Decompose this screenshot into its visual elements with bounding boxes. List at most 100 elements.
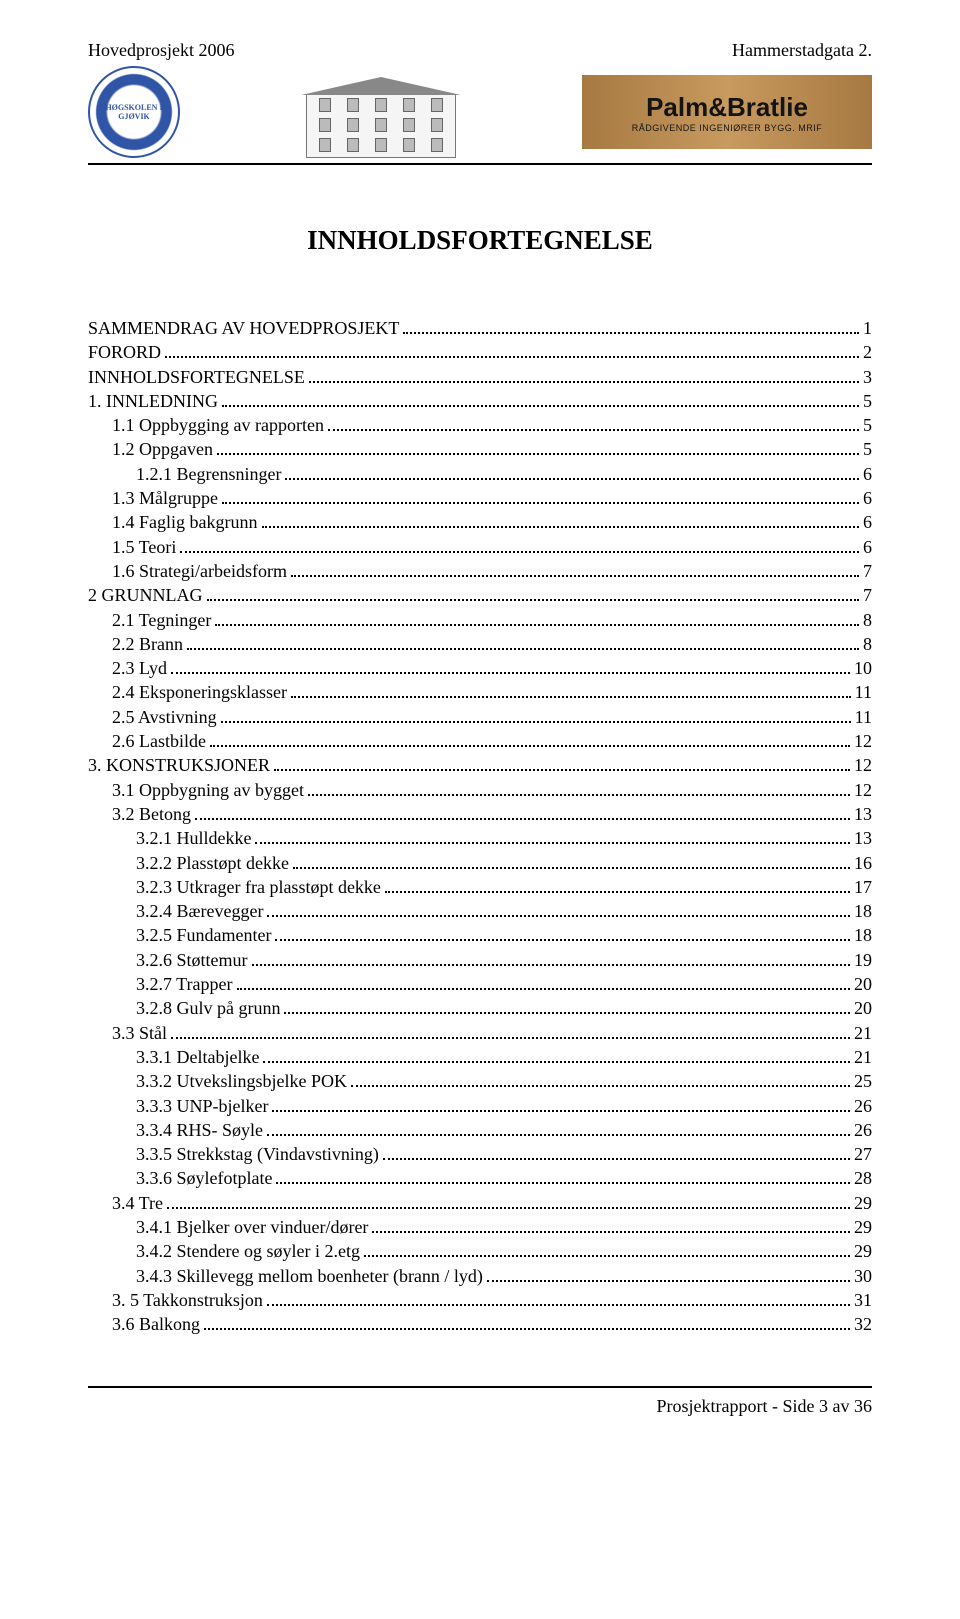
toc-entry: 3.3.3 UNP-bjelker26 — [88, 1094, 872, 1118]
toc-entry-label: 3.3.2 Utvekslingsbjelke POK — [136, 1069, 347, 1093]
toc-leader-dots — [293, 856, 850, 869]
toc-entry: SAMMENDRAG AV HOVEDPROSJEKT1 — [88, 316, 872, 340]
toc-entry: 3.3.2 Utvekslingsbjelke POK 25 — [88, 1069, 872, 1093]
toc-entry-label: FORORD — [88, 340, 161, 364]
toc-entry: 2 GRUNNLAG7 — [88, 583, 872, 607]
toc-entry: 3.4 Tre 29 — [88, 1191, 872, 1215]
toc-entry-page: 29 — [854, 1215, 872, 1239]
toc-leader-dots — [222, 394, 859, 407]
toc-entry-label: 3.2.3 Utkrager fra plasstøpt dekke — [136, 875, 381, 899]
toc-entry-page: 6 — [863, 535, 872, 559]
toc-entry-label: 3.2.1 Hulldekke — [136, 826, 251, 850]
toc-entry: 3.4.3 Skillevegg mellom boenheter (brann… — [88, 1264, 872, 1288]
toc-entry-page: 11 — [855, 705, 872, 729]
toc-entry: 3.2.8 Gulv på grunn 20 — [88, 996, 872, 1020]
toc-entry-page: 21 — [854, 1045, 872, 1069]
toc-entry: 3.3.5 Strekkstag (Vindavstivning) 27 — [88, 1142, 872, 1166]
toc-entry-page: 20 — [854, 996, 872, 1020]
toc-entry: 3.4.2 Stendere og søyler i 2.etg29 — [88, 1239, 872, 1263]
toc-entry-label: SAMMENDRAG AV HOVEDPROSJEKT — [88, 316, 399, 340]
toc-leader-dots — [217, 443, 859, 456]
toc-entry-page: 27 — [854, 1142, 872, 1166]
toc-entry-page: 29 — [854, 1191, 872, 1215]
toc-entry: 3.2.7 Trapper20 — [88, 972, 872, 996]
toc-entry-page: 6 — [863, 486, 872, 510]
toc-entry: 2.3 Lyd10 — [88, 656, 872, 680]
toc-entry: 1.2.1 Begrensninger6 — [88, 462, 872, 486]
toc-entry-page: 8 — [863, 632, 872, 656]
toc-entry-page: 17 — [854, 875, 872, 899]
college-logo-text: HØGSKOLEN I GJØVIK — [90, 103, 178, 121]
toc-entry: 1.3 Målgruppe6 — [88, 486, 872, 510]
page-title: INNHOLDSFORTEGNELSE — [88, 225, 872, 256]
toc-entry-label: 2.6 Lastbilde — [112, 729, 206, 753]
toc-entry-label: 3.3.5 Strekkstag (Vindavstivning) — [136, 1142, 379, 1166]
toc-entry-label: 3.1 Oppbygning av bygget — [112, 778, 304, 802]
toc-entry-label: 2.4 Eksponeringsklasser — [112, 680, 287, 704]
toc-leader-dots — [215, 613, 859, 626]
toc-entry-page: 25 — [854, 1069, 872, 1093]
toc-entry-label: 3.2.8 Gulv på grunn — [136, 996, 280, 1020]
toc-leader-dots — [285, 467, 859, 480]
toc-entry-page: 32 — [854, 1312, 872, 1336]
toc-entry-label: 3.4 Tre — [112, 1191, 163, 1215]
toc-leader-dots — [210, 734, 850, 747]
toc-entry-label: 3.3.4 RHS- Søyle — [136, 1118, 263, 1142]
toc-entry-page: 7 — [863, 583, 872, 607]
toc-leader-dots — [204, 1318, 850, 1331]
toc-entry-label: 3.3.6 Søylefotplate — [136, 1166, 272, 1190]
toc-entry-label: 3.2.2 Plasstøpt dekke — [136, 851, 289, 875]
logo-row: HØGSKOLEN I GJØVIK Palm&Bratlie RÅDGIVEN… — [88, 65, 872, 159]
toc-entry: 2.6 Lastbilde12 — [88, 729, 872, 753]
toc-entry-page: 11 — [855, 680, 872, 704]
toc-leader-dots — [187, 637, 859, 650]
toc-entry-page: 2 — [863, 340, 872, 364]
header-left: Hovedprosjekt 2006 — [88, 40, 234, 61]
toc-leader-dots — [308, 783, 850, 796]
header-divider — [88, 163, 872, 165]
toc-entry-label: 3.4.3 Skillevegg mellom boenheter (brann… — [136, 1264, 483, 1288]
toc-entry: 3.4.1 Bjelker over vinduer/dører29 — [88, 1215, 872, 1239]
toc-leader-dots — [221, 710, 851, 723]
toc-leader-dots — [252, 953, 851, 966]
toc-entry-label: 3. KONSTRUKSJONER — [88, 753, 270, 777]
toc-entry: 3.3.4 RHS- Søyle26 — [88, 1118, 872, 1142]
toc-entry-page: 5 — [863, 389, 872, 413]
page-footer: Prosjektrapport - Side 3 av 36 — [88, 1386, 872, 1417]
company-logo-sub: RÅDGIVENDE INGENIØRER BYGG. MRIF — [632, 123, 823, 133]
toc-entry-page: 26 — [854, 1094, 872, 1118]
toc-entry: 3.2.1 Hulldekke13 — [88, 826, 872, 850]
toc-entry-page: 28 — [854, 1166, 872, 1190]
toc-entry-label: 3.2.5 Fundamenter — [136, 923, 271, 947]
toc-leader-dots — [364, 1245, 850, 1258]
toc-entry-page: 29 — [854, 1239, 872, 1263]
toc-entry: 1.2 Oppgaven5 — [88, 437, 872, 461]
toc-leader-dots — [165, 346, 859, 359]
toc-entry-page: 13 — [854, 802, 872, 826]
toc-entry: 3.1 Oppbygning av bygget12 — [88, 778, 872, 802]
toc-entry: 1.5 Teori6 — [88, 535, 872, 559]
toc-entry-page: 7 — [863, 559, 872, 583]
toc-entry-page: 19 — [854, 948, 872, 972]
toc-leader-dots — [255, 832, 850, 845]
toc-entry: 3.3.6 Søylefotplate 28 — [88, 1166, 872, 1190]
toc-entry-label: 3.6 Balkong — [112, 1312, 200, 1336]
footer-divider — [88, 1386, 872, 1388]
toc-entry-label: 1.4 Faglig bakgrunn — [112, 510, 258, 534]
toc-leader-dots — [291, 564, 859, 577]
toc-leader-dots — [291, 686, 851, 699]
header-right: Hammerstadgata 2. — [732, 40, 872, 61]
footer-text: Prosjektrapport - Side 3 av 36 — [88, 1396, 872, 1417]
toc-entry: 1.1 Oppbygging av rapporten5 — [88, 413, 872, 437]
toc-entry: 1. INNLEDNING5 — [88, 389, 872, 413]
toc-leader-dots — [267, 1293, 850, 1306]
toc-entry-label: 1.6 Strategi/arbeidsform — [112, 559, 287, 583]
toc-entry-label: INNHOLDSFORTEGNELSE — [88, 365, 305, 389]
toc-entry-label: 1.2 Oppgaven — [112, 437, 213, 461]
toc-leader-dots — [328, 419, 859, 432]
table-of-contents: SAMMENDRAG AV HOVEDPROSJEKT1FORORD 2 INNHO… — [88, 316, 872, 1336]
college-logo: HØGSKOLEN I GJØVIK — [88, 66, 180, 158]
toc-entry: 3.6 Balkong 32 — [88, 1312, 872, 1336]
toc-entry-page: 31 — [854, 1288, 872, 1312]
toc-leader-dots — [275, 929, 850, 942]
